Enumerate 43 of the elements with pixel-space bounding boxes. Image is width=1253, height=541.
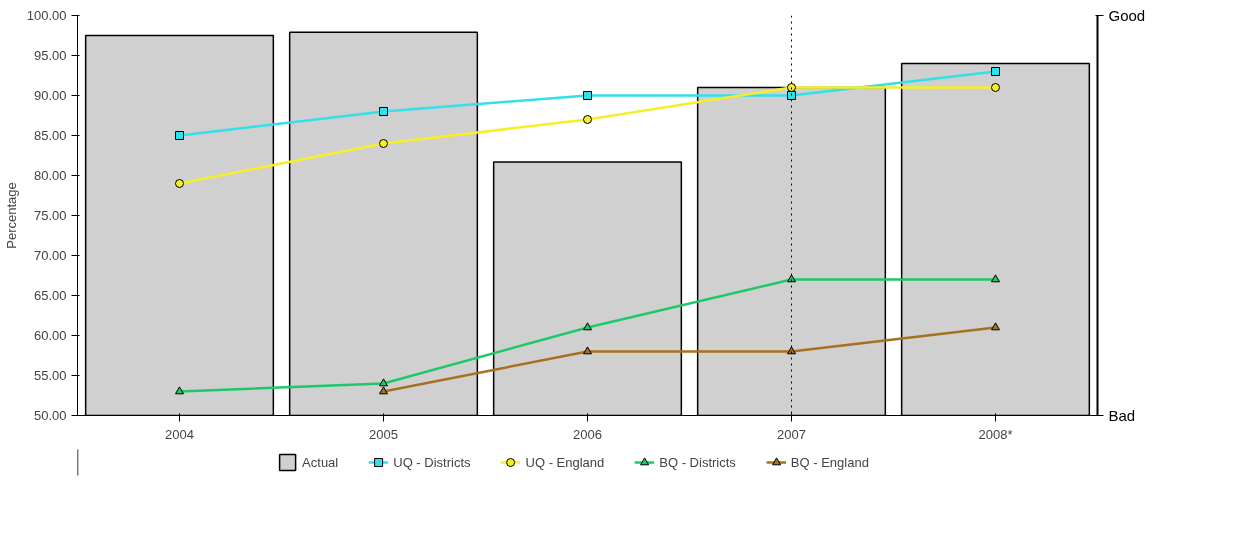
point	[991, 67, 1000, 76]
legend-label: UQ - England	[525, 454, 605, 470]
y-tick-label: 50.00	[33, 408, 67, 423]
point	[175, 386, 184, 395]
y-axis-title: Percentage	[3, 182, 19, 249]
y-tick-label: 85.00	[33, 128, 67, 143]
point	[787, 346, 796, 355]
y-tick-label: 75.00	[33, 208, 67, 223]
y-tick-label: 70.00	[33, 248, 67, 263]
text: Good	[1108, 7, 1146, 24]
point	[379, 378, 388, 387]
point	[787, 274, 796, 283]
point	[991, 274, 1000, 283]
y-tick-label: 60.00	[33, 328, 67, 343]
point	[583, 346, 592, 355]
x-tick-label: 2004	[165, 426, 194, 442]
y-tick-label: 80.00	[33, 168, 67, 183]
point	[175, 131, 184, 140]
point	[583, 322, 592, 331]
point	[379, 386, 388, 395]
x-tick-label: 2008*	[978, 426, 1013, 442]
text: Bad	[1108, 407, 1136, 424]
x-tick-label: 2005	[369, 426, 398, 442]
y-tick-label: 100.00	[26, 8, 67, 23]
point	[175, 179, 184, 188]
legend-label: BQ - Districts	[659, 454, 736, 470]
legend-label: BQ - England	[790, 454, 869, 470]
point	[787, 83, 796, 92]
point	[379, 139, 388, 148]
point	[379, 107, 388, 116]
point	[991, 322, 1000, 331]
y-tick-label: 65.00	[33, 288, 67, 303]
legend-label: UQ - Districts	[393, 454, 471, 470]
x-tick-label: 2006	[573, 426, 602, 442]
point	[991, 83, 1000, 92]
y-tick-label: 95.00	[33, 48, 67, 63]
x-tick-label: 2007	[777, 426, 806, 442]
y-tick-label: 90.00	[33, 88, 67, 103]
point	[583, 115, 592, 124]
point	[583, 91, 592, 100]
legend-label: Actual	[302, 454, 339, 470]
point	[787, 91, 796, 100]
y-tick-label: 55.00	[33, 368, 67, 383]
